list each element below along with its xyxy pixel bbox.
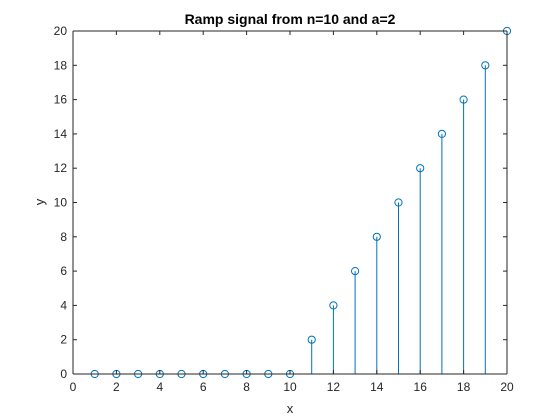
- y-tick-label: 4: [60, 298, 67, 312]
- y-tick-label: 18: [54, 58, 68, 72]
- stem-marker: [481, 61, 490, 70]
- x-tick-label: 16: [414, 380, 428, 394]
- stem-marker: [329, 301, 338, 310]
- x-tick-label: 14: [370, 380, 384, 394]
- x-tick-label: 0: [70, 380, 77, 394]
- y-tick-label: 10: [54, 196, 68, 210]
- y-tick-label: 16: [54, 93, 68, 107]
- stem-marker: [437, 129, 446, 138]
- y-tick-label: 0: [60, 367, 67, 381]
- y-tick-label: 20: [54, 24, 68, 38]
- stem-marker: [372, 232, 381, 241]
- x-tick-label: 4: [156, 380, 163, 394]
- x-axis-label: x: [287, 401, 294, 416]
- x-ticks: 0 2 4 6 8 10 12 14 16 18 20: [70, 31, 514, 394]
- y-tick-label: 6: [60, 264, 67, 278]
- y-tick-label: 8: [60, 230, 67, 244]
- x-tick-label: 20: [500, 380, 514, 394]
- x-tick-label: 6: [200, 380, 207, 394]
- x-tick-label: 12: [327, 380, 341, 394]
- y-tick-label: 2: [60, 333, 67, 347]
- plot-area: [73, 31, 507, 374]
- x-tick-label: 2: [113, 380, 120, 394]
- x-tick-label: 10: [283, 380, 297, 394]
- x-tick-label: 18: [457, 380, 471, 394]
- y-tick-label: 14: [54, 127, 68, 141]
- stem-marker: [307, 335, 316, 344]
- stem-marker: [351, 267, 360, 276]
- chart-title: Ramp signal from n=10 and a=2: [185, 11, 396, 27]
- y-tick-label: 12: [54, 161, 68, 175]
- y-ticks: 0 2 4 6 8 10 12 14 16 18 20: [54, 24, 507, 381]
- stem-marker: [394, 198, 403, 207]
- stem-marker: [459, 95, 468, 104]
- y-axis-label: y: [32, 198, 47, 205]
- stem-marker: [416, 164, 425, 173]
- x-tick-label: 8: [243, 380, 250, 394]
